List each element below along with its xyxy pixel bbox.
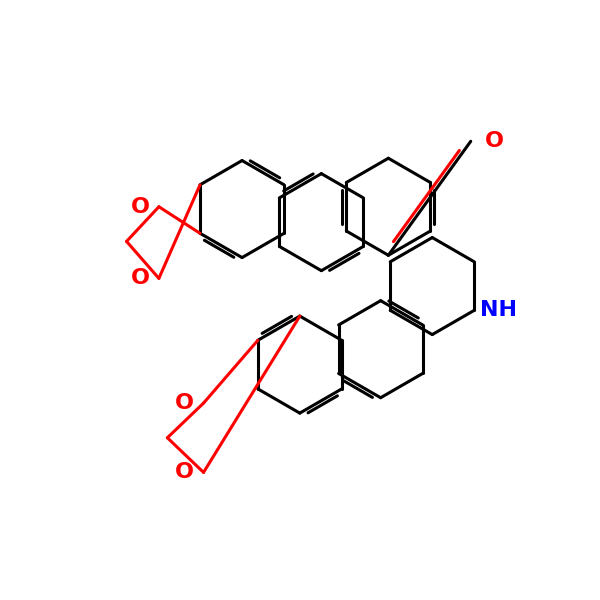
Text: O: O (175, 393, 194, 413)
Text: O: O (131, 197, 149, 217)
Text: O: O (485, 131, 503, 151)
Text: O: O (175, 463, 194, 482)
Text: NH: NH (481, 301, 517, 320)
Text: O: O (131, 268, 149, 289)
